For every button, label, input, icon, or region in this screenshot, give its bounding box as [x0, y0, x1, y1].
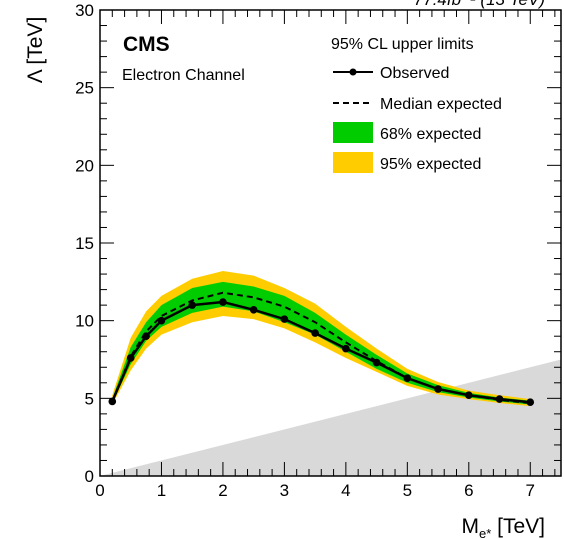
y-axis-title: Λ [TeV] [24, 17, 47, 84]
excluded-region [100, 359, 561, 476]
x-axis-title-unit: [TeV] [491, 515, 545, 538]
y-tick-label: 15 [75, 234, 94, 253]
y-tick-label: 5 [85, 389, 94, 408]
x-tick-label: 6 [464, 481, 473, 500]
legend-observed-label: Observed [380, 65, 449, 82]
observed-point [495, 395, 504, 403]
observed-point [280, 315, 289, 323]
observed-point [157, 316, 166, 325]
observed-point [434, 385, 442, 393]
observed-point [403, 374, 412, 382]
observed-point [188, 301, 196, 309]
x-axis-title-sub: e* [479, 526, 491, 539]
legend-title: 95% CL upper limits [331, 36, 474, 53]
observed-point [372, 358, 381, 367]
observed-point [219, 298, 227, 306]
legend-68-label: 68% expected [380, 126, 481, 143]
lumi-label: 77.4fb⁻¹ (13 TeV) [414, 0, 545, 9]
y-tick-label: 10 [75, 312, 94, 331]
x-tick-label: 1 [157, 481, 166, 500]
observed-point [142, 332, 150, 341]
x-tick-label: 5 [403, 481, 412, 500]
observed-point [108, 397, 117, 406]
x-tick-label: 7 [526, 481, 535, 500]
y-tick-label: 0 [85, 467, 94, 486]
observed-point [526, 398, 535, 407]
legend-68-swatch [333, 122, 373, 143]
y-tick-label: 20 [75, 156, 94, 175]
legend-observed-marker [349, 68, 357, 76]
x-axis-title: Me* [TeV] [462, 515, 546, 539]
observed-point [249, 305, 258, 314]
x-tick-label: 2 [218, 481, 227, 500]
observed-points [108, 298, 535, 407]
y-tick-label: 25 [75, 79, 94, 98]
channel-label: Electron Channel [122, 67, 245, 84]
legend-expected-label: Median expected [380, 96, 502, 113]
cms-label: CMS [123, 33, 170, 56]
legend: 95% CL upper limits Observed Median expe… [331, 36, 502, 173]
x-tick-label: 4 [341, 481, 350, 500]
y-tick-label: 30 [75, 1, 94, 20]
x-tick-label: 3 [280, 481, 289, 500]
plot-area [100, 270, 561, 476]
x-axis-title-main: M [462, 515, 480, 538]
observed-point [465, 391, 473, 400]
legend-95-swatch [333, 152, 373, 173]
observed-point [342, 344, 350, 353]
axis-ticks [99, 9, 561, 477]
observed-line [111, 300, 531, 404]
tick-labels: 0 1 2 3 4 5 6 7 0 5 10 15 20 25 30 [75, 1, 535, 500]
x-tick-label: 0 [95, 481, 104, 500]
observed-point [126, 354, 135, 362]
observed-point [311, 329, 319, 337]
legend-95-label: 95% expected [380, 156, 481, 173]
